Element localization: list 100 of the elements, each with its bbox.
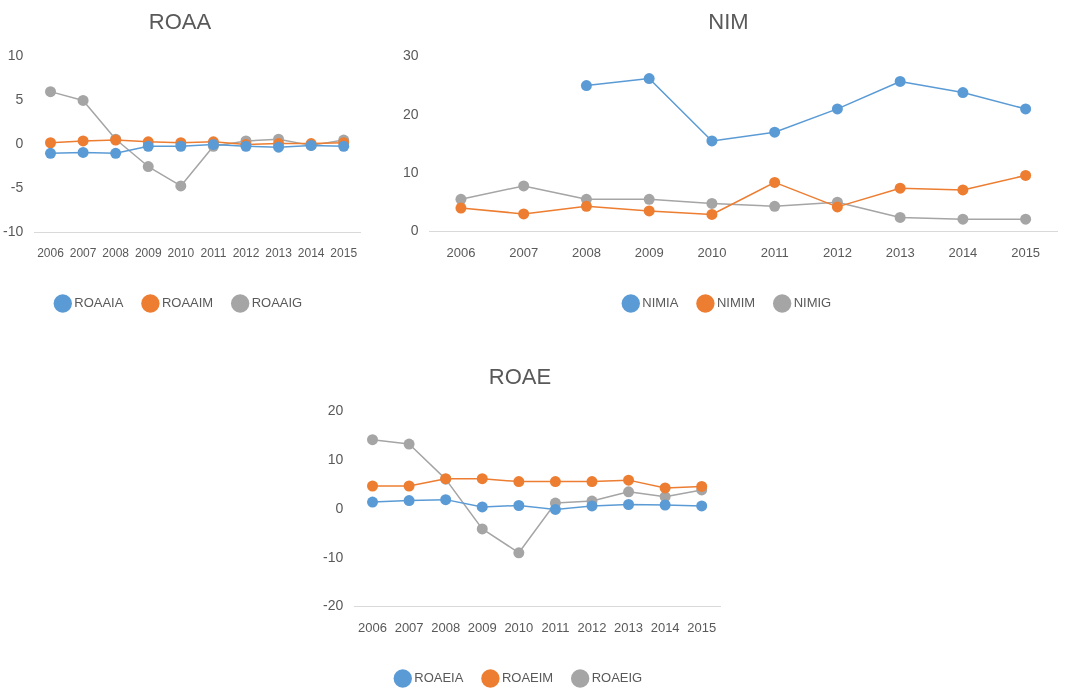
- y-tick-label: 0: [335, 499, 344, 516]
- point: [367, 496, 379, 508]
- point: [623, 486, 635, 498]
- x-tick-label: 2009: [467, 619, 497, 635]
- x-tick-label: 2012: [577, 619, 607, 635]
- x-tick-label: 2015: [687, 619, 717, 635]
- x-tick-label: 2006: [446, 244, 476, 260]
- point: [769, 200, 781, 212]
- x-tick-label: 2014: [650, 619, 680, 635]
- legend-label: ROAEIM: [501, 670, 554, 686]
- chart-title: NIM: [708, 9, 749, 35]
- x-tick-label: 2013: [614, 619, 644, 635]
- point: [894, 211, 906, 223]
- point: [1020, 103, 1032, 115]
- point: [1020, 213, 1032, 225]
- point: [957, 184, 969, 196]
- point: [623, 474, 635, 486]
- chart-title: ROAE: [488, 364, 552, 390]
- point: [659, 499, 671, 511]
- point: [580, 80, 592, 92]
- point: [706, 208, 718, 220]
- point: [45, 86, 57, 98]
- point: [706, 135, 718, 147]
- x-tick-label: 2007: [69, 246, 97, 261]
- point: [367, 434, 379, 446]
- legend-label: NIMIM: [716, 295, 756, 311]
- x-tick-label: 2008: [571, 244, 601, 260]
- legend-label: ROAEIG: [591, 670, 643, 686]
- point: [142, 161, 154, 173]
- point: [696, 500, 708, 512]
- point: [77, 135, 89, 147]
- point: [957, 87, 969, 99]
- x-tick-label: 2009: [134, 246, 162, 261]
- x-tick-label: 2006: [358, 619, 387, 635]
- point: [659, 482, 671, 494]
- y-tick-label: 5: [15, 91, 24, 108]
- point: [476, 501, 488, 513]
- x-tick-label: 2012: [232, 246, 260, 261]
- point: [643, 205, 655, 217]
- point: [643, 193, 655, 205]
- point: [831, 103, 843, 115]
- point: [403, 438, 415, 450]
- point: [142, 140, 154, 152]
- point: [549, 476, 561, 488]
- y-tick-label: -20: [323, 597, 344, 614]
- x-tick-label: 2006: [37, 246, 65, 261]
- y-tick-label: -5: [10, 179, 24, 196]
- y-tick-label: 0: [15, 135, 24, 152]
- x-tick-label: 2008: [431, 619, 461, 635]
- point: [580, 200, 592, 212]
- point: [77, 146, 89, 158]
- point: [403, 480, 415, 492]
- legend-label: ROAAIG: [251, 295, 303, 311]
- point: [175, 180, 187, 192]
- point: [367, 480, 379, 492]
- x-tick-label: 2011: [760, 244, 789, 260]
- x-tick-label: 2008: [102, 246, 130, 261]
- point: [513, 499, 525, 511]
- x-tick-label: 2011: [541, 619, 570, 635]
- point: [77, 94, 89, 106]
- point: [957, 213, 969, 225]
- point: [894, 75, 906, 87]
- x-tick-label: 2012: [822, 244, 852, 260]
- y-tick-label: 0: [410, 222, 419, 239]
- y-tick-label: 10: [7, 47, 24, 64]
- point: [706, 197, 718, 209]
- point: [586, 476, 598, 488]
- point: [643, 73, 655, 85]
- y-tick-label: 10: [402, 163, 419, 180]
- point: [1020, 169, 1032, 181]
- point: [518, 180, 530, 192]
- point: [45, 147, 57, 159]
- legend-label: NIMIG: [793, 295, 832, 311]
- point: [831, 201, 843, 213]
- y-tick-label: -10: [3, 223, 24, 240]
- x-tick-label: 2013: [885, 244, 915, 260]
- legend-label: ROAAIA: [74, 295, 124, 311]
- point: [440, 494, 452, 506]
- y-tick-label: 20: [402, 105, 419, 122]
- x-tick-label: 2007: [394, 619, 424, 635]
- point: [623, 499, 635, 511]
- point: [513, 476, 525, 488]
- x-tick-label: 2015: [330, 246, 358, 261]
- y-tick-label: 10: [327, 451, 344, 468]
- x-tick-label: 2010: [167, 246, 195, 261]
- x-tick-label: 2013: [265, 246, 293, 261]
- point: [403, 495, 415, 507]
- point: [549, 503, 561, 515]
- legend-label: NIMIA: [642, 295, 679, 311]
- point: [696, 480, 708, 492]
- point: [769, 176, 781, 188]
- x-tick-label: 2014: [948, 244, 978, 260]
- point: [769, 126, 781, 138]
- x-tick-label: 2009: [634, 244, 664, 260]
- chart-title: ROAA: [148, 9, 212, 35]
- point: [586, 500, 598, 512]
- x-tick-label: 2015: [1011, 244, 1041, 260]
- x-tick-label: 2014: [297, 246, 325, 261]
- point: [476, 473, 488, 485]
- legend-label: ROAEIA: [414, 670, 464, 686]
